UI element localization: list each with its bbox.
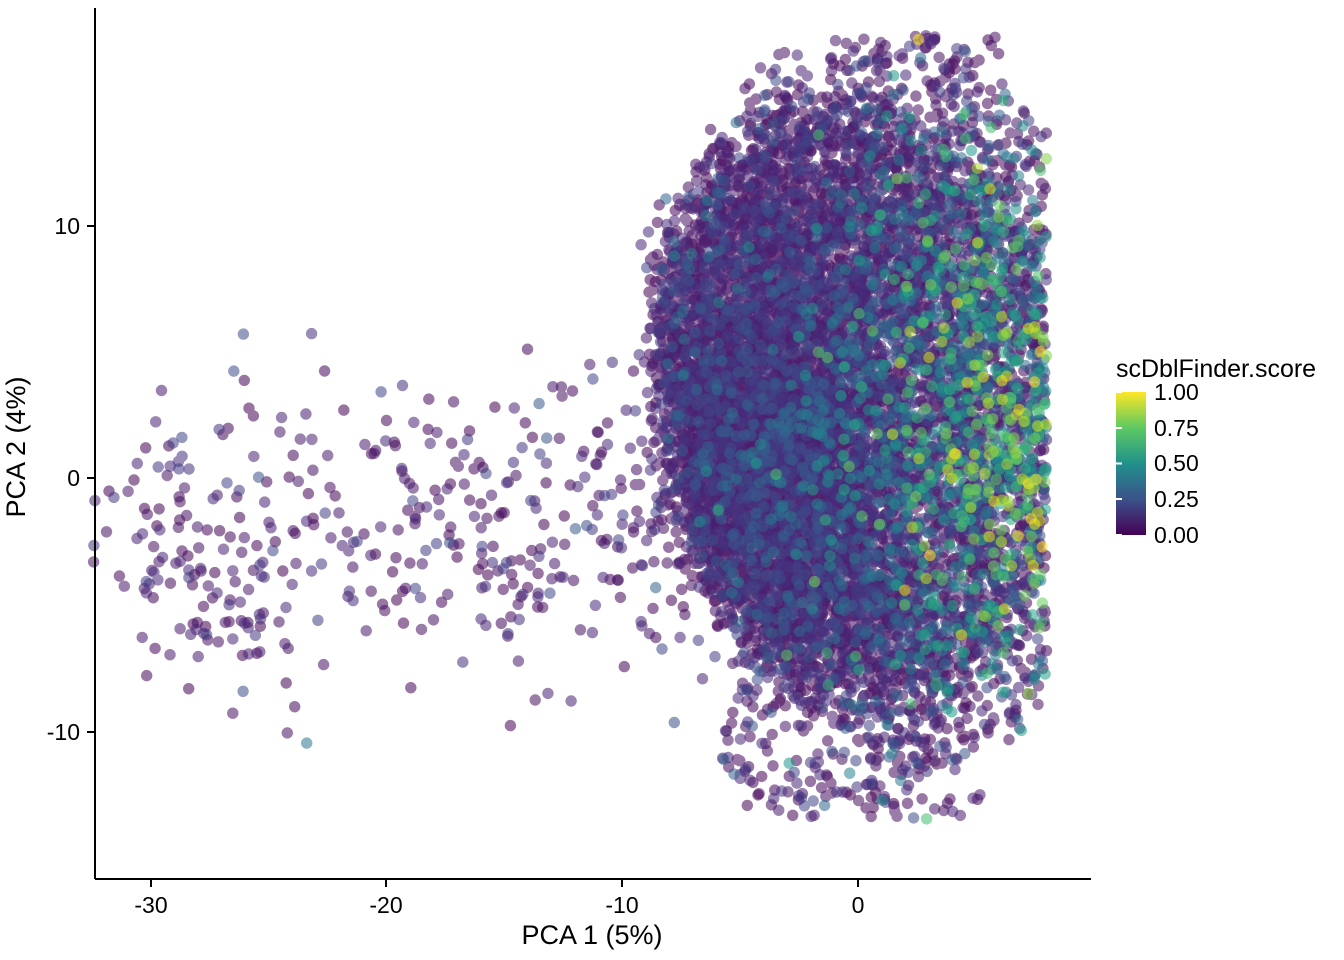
svg-text:0.75: 0.75 [1154, 415, 1199, 441]
svg-text:-10: -10 [47, 719, 80, 745]
svg-text:0: 0 [67, 465, 80, 491]
svg-text:0.50: 0.50 [1154, 450, 1199, 476]
svg-text:1.00: 1.00 [1154, 379, 1199, 405]
svg-text:-10: -10 [605, 892, 638, 918]
svg-text:0.25: 0.25 [1154, 486, 1199, 512]
svg-text:-20: -20 [369, 892, 402, 918]
svg-text:PCA 2 (4%): PCA 2 (4%) [1, 376, 31, 517]
svg-text:PCA 1 (5%): PCA 1 (5%) [521, 920, 662, 950]
svg-text:scDblFinder.score: scDblFinder.score [1116, 355, 1316, 383]
svg-text:0.00: 0.00 [1154, 522, 1199, 548]
svg-text:0: 0 [852, 892, 865, 918]
svg-text:10: 10 [54, 213, 80, 239]
svg-text:-30: -30 [134, 892, 167, 918]
